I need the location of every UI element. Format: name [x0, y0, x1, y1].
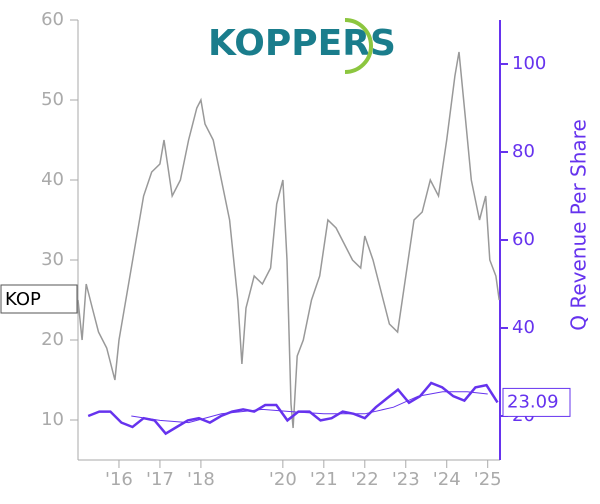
y2-tick-label: 40: [512, 317, 535, 338]
x-tick-label: '22: [351, 469, 379, 490]
series-line: [77, 51, 500, 429]
x-tick-label: '23: [392, 469, 420, 490]
series-line: [87, 381, 499, 436]
series-name-box: [0, 284, 78, 314]
y-tick-label: 60: [41, 9, 64, 30]
x-tick-label: '17: [146, 469, 174, 490]
x-tick-label: '24: [433, 469, 461, 490]
y-tick-label: 30: [41, 249, 64, 270]
y2-tick-label: 80: [512, 141, 535, 162]
x-tick-label: '16: [105, 469, 133, 490]
logo-swoosh: [344, 18, 373, 74]
last-value-box: [502, 387, 571, 417]
x-tick-label: '20: [269, 469, 297, 490]
series-name: KOP: [5, 289, 41, 310]
y2-tick-label: 100: [512, 53, 546, 74]
x-tick-label: '18: [187, 469, 215, 490]
y-tick-label: 40: [41, 169, 64, 190]
logo: KOPPERS: [208, 18, 396, 74]
y-tick-label: 20: [41, 329, 64, 350]
series-line: [131, 391, 488, 424]
x-tick-label: '25: [474, 469, 502, 490]
last-value-label: 23.09: [507, 391, 559, 412]
x-tick-label: '21: [310, 469, 338, 490]
y2-axis-label: Q Revenue Per Share: [567, 119, 591, 331]
y2-tick-label: 60: [512, 229, 535, 250]
y-tick-label: 10: [41, 409, 64, 430]
y-tick-label: 50: [41, 89, 64, 110]
